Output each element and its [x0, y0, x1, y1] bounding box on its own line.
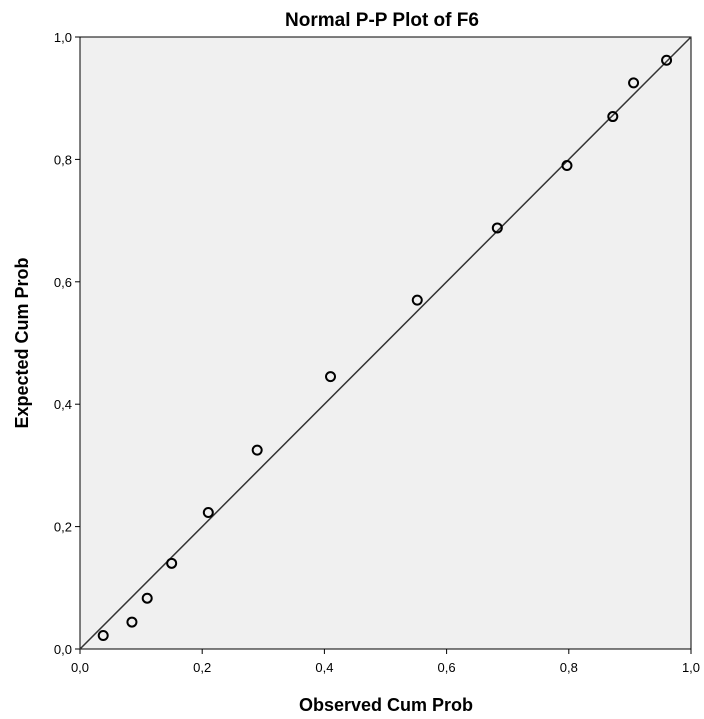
- y-axis-label: Expected Cum Prob: [12, 257, 32, 428]
- chart-title: Normal P-P Plot of F6: [285, 10, 479, 31]
- y-tick-label: 0,6: [54, 275, 72, 290]
- data-point: [166, 557, 178, 569]
- data-point: [628, 77, 640, 89]
- reference-line: [79, 36, 692, 650]
- data-point: [491, 222, 503, 234]
- data-point: [325, 371, 337, 383]
- x-tick-label: 1,0: [682, 660, 700, 675]
- x-tick-label: 0,6: [438, 660, 456, 675]
- x-tick-label: 0,2: [193, 660, 211, 675]
- axis-tick-labels: 0,0 0,2 0,4 0,6 0,8 1,0 0,0 0,2 0,4 0,6 0,8 1,0: [54, 30, 700, 675]
- data-point: [251, 444, 263, 456]
- x-tick-label: 0,4: [315, 660, 333, 675]
- data-point: [141, 592, 153, 604]
- axis-ticks: [75, 36, 692, 654]
- data-point: [97, 630, 109, 642]
- data-point: [661, 54, 673, 66]
- x-axis-label: Observed Cum Prob: [299, 695, 473, 715]
- data-point: [411, 294, 423, 306]
- y-tick-label: 0,0: [54, 642, 72, 657]
- data-points: [97, 54, 673, 642]
- y-tick-label: 0,8: [54, 152, 72, 167]
- data-point: [561, 160, 573, 172]
- y-tick-label: 0,4: [54, 397, 72, 412]
- data-point: [202, 507, 214, 519]
- data-point: [607, 111, 619, 123]
- data-point: [126, 616, 138, 628]
- y-tick-label: 0,2: [54, 520, 72, 535]
- y-tick-label: 1,0: [54, 30, 72, 45]
- x-tick-label: 0,8: [560, 660, 578, 675]
- x-tick-label: 0,0: [71, 660, 89, 675]
